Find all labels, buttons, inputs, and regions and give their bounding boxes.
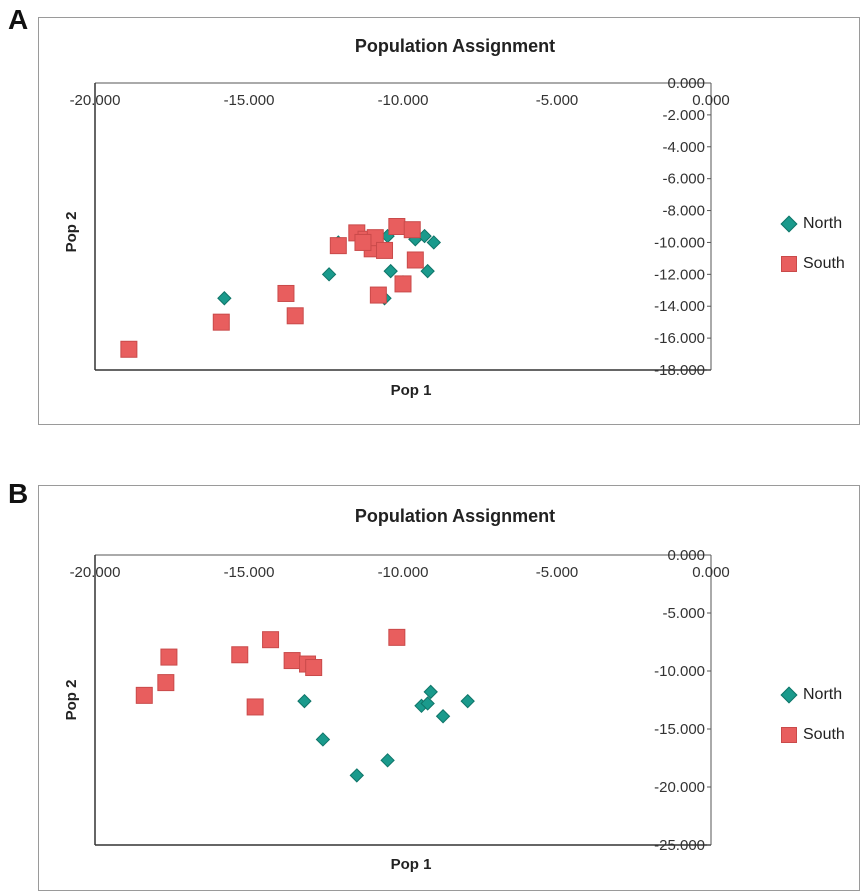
y-tick-label: -15.000 (654, 721, 705, 738)
chart-panel-a: Population Assignment -20.000 -15.000 -10.0… (38, 17, 860, 425)
south-point (394, 275, 412, 293)
north-point (380, 753, 395, 768)
x-tick-label: -10.000 (378, 564, 429, 581)
south-point (329, 237, 347, 255)
north-point (315, 732, 331, 747)
scatter-chart-b: Population Assignment -20.000 -15.000 -10.0… (63, 506, 730, 873)
x-tick-label: -15.000 (224, 92, 275, 109)
y-tick-label: 0.000 (667, 75, 705, 92)
south-point (305, 659, 323, 677)
y-axis-title: Pop 2 (63, 212, 80, 253)
y-tick-label: -4.000 (662, 139, 705, 156)
x-tick-label: -5.000 (536, 564, 579, 581)
y-tick-label: -5.000 (662, 605, 705, 622)
legend-item-south: South (779, 724, 845, 746)
south-square-icon (781, 727, 797, 743)
south-point (277, 284, 295, 302)
south-point (286, 307, 304, 325)
legend-south-label: South (803, 255, 845, 272)
south-point (160, 648, 178, 666)
south-point (231, 646, 249, 664)
south-point (354, 233, 372, 251)
y-tick-label: -10.000 (654, 663, 705, 680)
legend-south-label: South (803, 726, 845, 743)
panel-label-a: A (8, 4, 29, 35)
x-tick-label: 0.000 (692, 92, 730, 109)
y-tick-label: -14.000 (654, 298, 705, 315)
north-point (435, 709, 451, 724)
south-point (262, 631, 280, 649)
south-point (388, 218, 406, 235)
y-tick-label: -18.000 (654, 362, 705, 379)
south-point (246, 698, 264, 716)
chart-panel-b: Population Assignment -20.000 -15.000 -10.0… (38, 485, 860, 891)
y-tick-label: -2.000 (662, 107, 705, 124)
chart-title: Population Assignment (355, 36, 555, 56)
legend-north-label: North (803, 686, 843, 703)
legend-item-north: North (779, 213, 845, 235)
south-point (135, 686, 153, 704)
north-point (460, 693, 475, 709)
y-tick-label: -25.000 (654, 837, 705, 854)
south-point (157, 674, 175, 692)
north-diamond-icon (780, 215, 798, 233)
south-point (369, 286, 387, 304)
north-point (423, 684, 438, 700)
south-point (212, 313, 230, 331)
south-point (120, 340, 138, 358)
south-point (406, 251, 424, 269)
north-point (383, 263, 398, 279)
x-tick-label: 0.000 (692, 564, 730, 581)
y-tick-label: -12.000 (654, 266, 705, 283)
legend-b: North South (779, 684, 845, 764)
y-tick-label: -10.000 (654, 234, 705, 251)
legend-item-south: South (779, 253, 845, 275)
x-tick-label: -20.000 (70, 564, 121, 581)
north-point (420, 696, 435, 711)
north-point (426, 235, 442, 250)
y-tick-label: -8.000 (662, 203, 705, 220)
y-tick-label: 0.000 (667, 547, 705, 564)
x-tick-label: -20.000 (70, 92, 121, 109)
north-point (349, 768, 365, 783)
legend-north-label: North (803, 215, 843, 232)
x-tick-label: -5.000 (536, 92, 579, 109)
north-point (420, 263, 435, 279)
y-tick-label: -16.000 (654, 330, 705, 347)
scatter-chart-a: Population Assignment -20.000 -15.000 -10.0… (63, 36, 730, 399)
y-tick-label: -6.000 (662, 171, 705, 188)
south-point (283, 652, 301, 670)
x-axis-title: Pop 1 (391, 856, 432, 873)
legend-a: North South (779, 213, 845, 293)
x-tick-label: -15.000 (224, 564, 275, 581)
panel-label-b: B (8, 478, 29, 509)
x-tick-label: -10.000 (378, 92, 429, 109)
north-diamond-icon (780, 686, 798, 704)
south-point (403, 221, 421, 239)
north-point (217, 291, 232, 306)
y-tick-label: -20.000 (654, 779, 705, 796)
north-point (321, 267, 337, 282)
south-point (388, 628, 406, 646)
x-axis-title: Pop 1 (391, 382, 432, 399)
legend-item-north: North (779, 684, 845, 706)
chart-title: Population Assignment (355, 506, 555, 526)
y-axis-title: Pop 2 (63, 680, 80, 721)
south-point (376, 241, 394, 259)
south-square-icon (781, 256, 797, 272)
north-point (297, 693, 312, 709)
